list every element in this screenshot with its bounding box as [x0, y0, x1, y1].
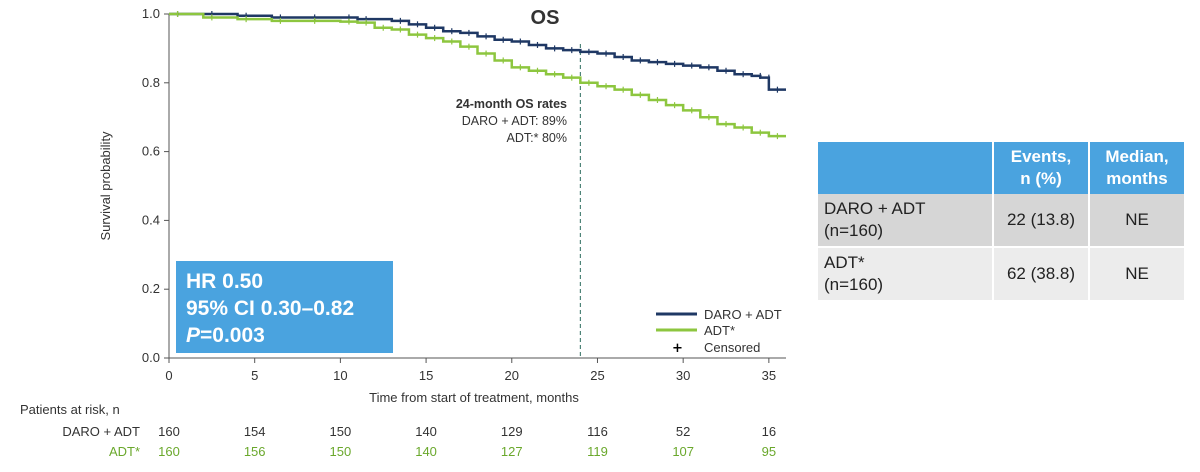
series-line-adt: [169, 12, 786, 138]
hr-p-value: P=0.003: [186, 322, 393, 349]
risk-value: 127: [501, 444, 523, 459]
row-group-adt: ADT* (n=160): [818, 247, 994, 302]
x-tick-label: 5: [251, 368, 258, 383]
header-blank: [818, 142, 994, 194]
risk-value: 154: [244, 424, 266, 439]
legend-label-censored: Censored: [704, 340, 760, 355]
risk-table-header: Patients at risk, n: [20, 402, 120, 417]
p-number: =0.003: [200, 324, 265, 347]
header-median: Median, months: [1089, 142, 1186, 194]
x-tick-label: 15: [419, 368, 433, 383]
legend: DARO + ADT ADT* + Censored: [656, 307, 782, 356]
risk-values: 160 154 150 140 129 116 52 16 160 156 150 140 127 119…: [158, 424, 776, 459]
risk-row-label-adt: ADT*: [109, 444, 140, 459]
row-median-daro: NE: [1089, 194, 1186, 248]
censor-marks: [176, 11, 779, 140]
x-tick-label: 30: [676, 368, 690, 383]
hr-ci: 95% CI 0.30–0.82: [186, 297, 355, 320]
hr-value: HR 0.50: [186, 270, 264, 293]
risk-value: 150: [330, 424, 352, 439]
legend-label-adt: ADT*: [704, 323, 735, 338]
series-group: [169, 12, 786, 138]
risk-value: 129: [501, 424, 523, 439]
annotation-title: 24-month OS rates: [456, 97, 567, 111]
risk-value: 52: [676, 424, 690, 439]
row-events-adt: 62 (38.8): [993, 247, 1090, 302]
legend-label-daro: DARO + ADT: [704, 307, 782, 322]
risk-value: 140: [415, 444, 437, 459]
risk-row-label-daro: DARO + ADT: [62, 424, 140, 439]
y-tick-label: 1.0: [142, 6, 160, 21]
y-tick-label: 0.4: [142, 212, 160, 227]
risk-value: 150: [330, 444, 352, 459]
y-tick-label: 0.6: [142, 144, 160, 159]
risk-value: 140: [415, 424, 437, 439]
risk-value: 95: [762, 444, 776, 459]
table-row: ADT* (n=160) 62 (38.8) NE: [818, 247, 1186, 302]
y-tick-label: 0.2: [142, 281, 160, 296]
x-tick-label: 10: [333, 368, 347, 383]
row-group-daro: DARO + ADT (n=160): [818, 194, 994, 248]
y-tick-label: 0.8: [142, 75, 160, 90]
y-axis-title: Survival probability: [98, 131, 113, 241]
risk-value: 160: [158, 424, 180, 439]
series-line-daro: [169, 12, 786, 91]
row-events-daro: 22 (13.8): [993, 194, 1090, 248]
events-table: Events, n (%) Median, months DARO + ADT (n=…: [818, 142, 1186, 302]
risk-value: 119: [587, 444, 608, 459]
annotation-line1: DARO + ADT: 89%: [462, 114, 567, 128]
x-tick-label: 20: [505, 368, 519, 383]
x-tick-label: 35: [762, 368, 776, 383]
table-row: DARO + ADT (n=160) 22 (13.8) NE: [818, 194, 1186, 248]
risk-value: 116: [587, 424, 608, 439]
risk-value: 156: [244, 444, 266, 459]
x-axis-title: Time from start of treatment, months: [369, 390, 579, 405]
x-tick-label: 0: [165, 368, 172, 383]
hazard-ratio-box: HR 0.50 95% CI 0.30–0.82 P=0.003: [176, 261, 393, 353]
x-tick-label: 25: [590, 368, 604, 383]
risk-value: 16: [762, 424, 776, 439]
chart-title: OS: [531, 7, 560, 29]
annotation-line2: ADT:* 80%: [507, 131, 567, 145]
risk-value: 160: [158, 444, 180, 459]
y-tick-label: 0.0: [142, 350, 160, 365]
events-table-header: Events, n (%) Median, months: [818, 142, 1186, 194]
p-label: P: [186, 324, 201, 347]
legend-censor-icon: +: [672, 341, 683, 356]
risk-value: 107: [672, 444, 694, 459]
axes: 0.0 0.2 0.4 0.6 0.8 1.0 0 5 10 15 20 25 30 35: [142, 6, 786, 383]
header-events: Events, n (%): [993, 142, 1090, 194]
row-median-adt: NE: [1089, 247, 1186, 302]
